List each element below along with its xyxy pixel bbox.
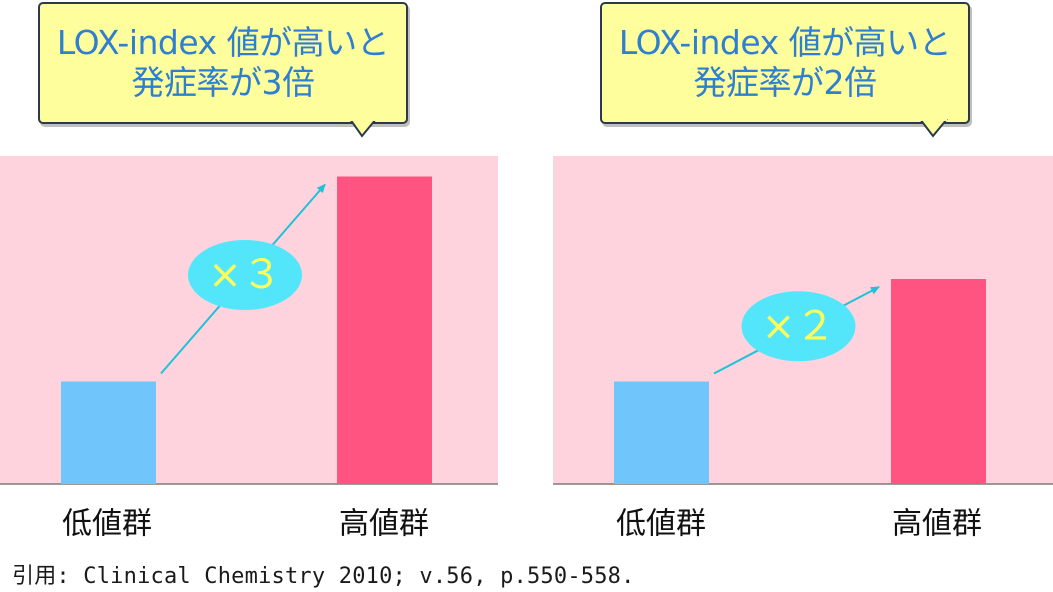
- chart-left-bar-high: [337, 176, 432, 484]
- chart-left-category-low: 低値群: [62, 507, 152, 542]
- callout-left-line-1: LOX-index 値が高いと: [56, 23, 390, 62]
- chart-left-multiplier-badge: [188, 240, 302, 310]
- chart-left-category-high: 高値群: [339, 507, 429, 542]
- chart-right-bar-high: [891, 279, 986, 484]
- callout-right: LOX-index 値が高いと 発症率が2倍: [600, 2, 970, 124]
- callout-right-line-2: 発症率が2倍: [693, 63, 878, 102]
- callout-left: LOX-index 値が高いと 発症率が3倍: [38, 2, 408, 124]
- chart-right-category-high: 高値群: [892, 507, 982, 542]
- chart-right-bar-low: [614, 381, 709, 484]
- chart-right-multiplier-badge: [741, 291, 856, 362]
- callout-left-line-2: 発症率が3倍: [131, 63, 316, 102]
- chart-left-bar-low: [61, 381, 156, 484]
- callout-right-line-1: LOX-index 値が高いと: [618, 23, 952, 62]
- callout-right-tail: [919, 118, 948, 138]
- chart-right-category-low: 低値群: [616, 507, 706, 542]
- citation-text: 引用: Clinical Chemistry 2010; v.56, p.550…: [12, 564, 635, 589]
- chart-left-multiplier-label: ×３: [208, 252, 282, 298]
- chart-right-multiplier-label: ×２: [762, 303, 836, 349]
- callout-left-tail: [349, 118, 377, 138]
